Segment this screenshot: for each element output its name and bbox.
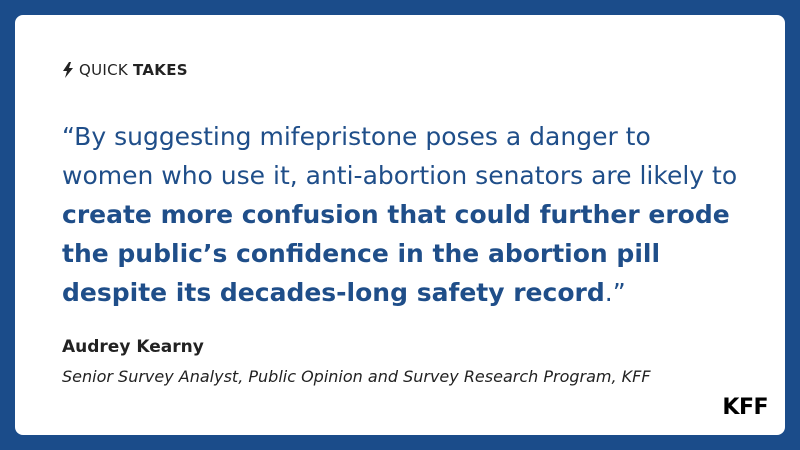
quote-card: QUICK TAKES “By suggesting mifepristone … xyxy=(15,15,785,435)
quote-emphasis: create more confusion that could further… xyxy=(62,200,730,307)
quote-text: .” xyxy=(604,278,626,307)
header-label-bold: TAKES xyxy=(133,61,188,79)
logo: KFF xyxy=(722,395,768,420)
author-name: Audrey Kearny xyxy=(62,337,204,357)
header-label: QUICK xyxy=(79,61,129,79)
author-role: Senior Survey Analyst, Public Opinion an… xyxy=(62,367,651,386)
quote: “By suggesting mifepristone poses a dang… xyxy=(62,117,742,312)
bolt-icon xyxy=(63,62,73,78)
quote-text: “By suggesting mifepristone poses a dang… xyxy=(62,122,738,190)
header: QUICK TAKES xyxy=(62,61,188,79)
